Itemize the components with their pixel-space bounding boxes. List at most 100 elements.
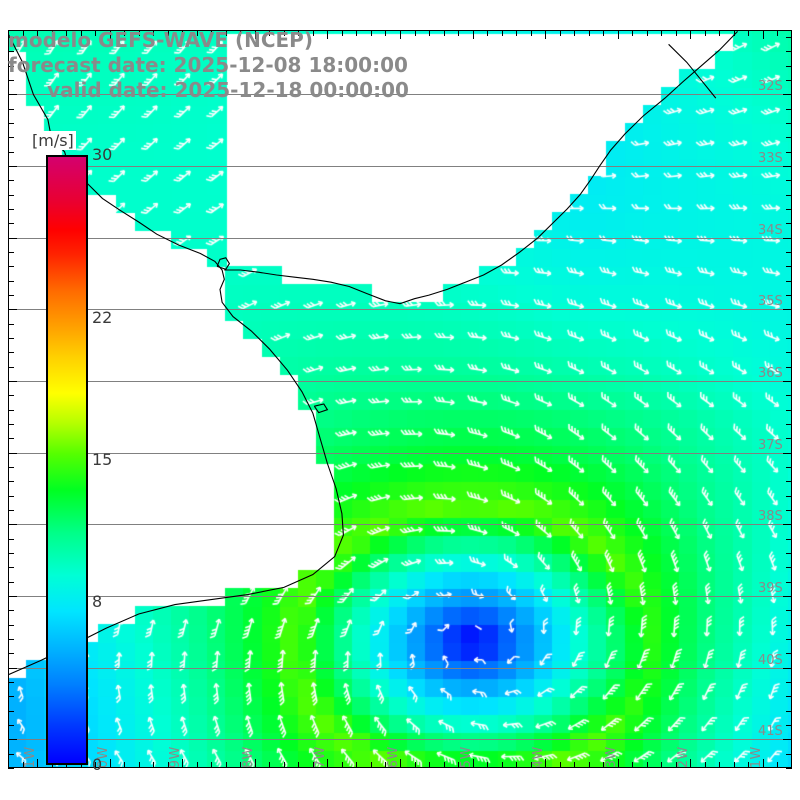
gridline-lat: [8, 452, 792, 454]
tick-bottom: [733, 762, 735, 768]
tick-left: [8, 151, 14, 153]
tick-left: [8, 510, 14, 512]
lon-label: 51W: [748, 746, 764, 768]
lat-label: 41S: [758, 724, 783, 740]
tick-right: [786, 80, 792, 82]
tick-bottom: [588, 762, 590, 768]
tick-right: [786, 252, 792, 254]
tick-right: [786, 768, 792, 769]
tick-top: [516, 30, 518, 36]
tick-right: [786, 108, 792, 110]
tick-top: [588, 30, 590, 36]
tick-left: [8, 223, 14, 225]
tick-left: [8, 409, 14, 411]
lon-label: 57W: [313, 746, 329, 768]
tick-top: [312, 30, 314, 36]
tick-right: [783, 381, 792, 383]
tick-bottom: [22, 762, 24, 768]
tick-top: [704, 30, 706, 36]
tick-right: [786, 682, 792, 684]
tick-top: [240, 30, 242, 36]
gridline-lat: [8, 94, 792, 96]
tick-bottom: [312, 762, 314, 768]
tick-bottom: [472, 759, 474, 768]
tick-left: [8, 37, 14, 39]
tick-top: [37, 30, 39, 39]
tick-top: [487, 30, 489, 36]
tick-bottom: [762, 759, 764, 768]
tick-top: [283, 30, 285, 36]
coastline: [8, 31, 738, 676]
tick-left: [8, 266, 14, 268]
tick-left: [8, 610, 14, 612]
tick-top: [632, 30, 634, 36]
tick-bottom: [748, 762, 750, 768]
coastline-path: [216, 257, 231, 270]
tick-top: [80, 30, 82, 36]
tick-left: [8, 452, 17, 454]
colorbar-tick-30: 30: [92, 145, 113, 164]
tick-right: [786, 753, 792, 755]
tick-left: [8, 567, 14, 569]
tick-right: [786, 137, 792, 139]
tick-left: [8, 739, 17, 741]
tick-top: [66, 30, 68, 36]
gridline-lat: [8, 237, 792, 239]
tick-bottom: [704, 762, 706, 768]
tick-left: [8, 94, 17, 96]
tick-top: [574, 30, 576, 36]
colorbar: [46, 155, 88, 765]
lon-label: 52W: [676, 746, 692, 768]
tick-right: [786, 295, 792, 297]
gridline-lat: [8, 524, 792, 526]
lat-label: 33S: [758, 151, 783, 167]
tick-bottom: [51, 762, 53, 768]
tick-right: [786, 395, 792, 397]
tick-bottom: [225, 762, 227, 768]
tick-right: [786, 51, 792, 53]
tick-right: [786, 409, 792, 411]
lon-label: 55W: [458, 746, 474, 768]
tick-left: [8, 467, 14, 469]
tick-bottom: [443, 762, 445, 768]
tick-top: [400, 30, 401, 39]
title-forecast: forecast date: 2025-12-08 18:00:00: [8, 53, 408, 77]
tick-left: [8, 682, 14, 684]
tick-top: [617, 30, 619, 39]
tick-left: [8, 653, 14, 655]
tick-right: [786, 581, 792, 583]
tick-bottom: [632, 762, 634, 768]
tick-right: [786, 223, 792, 225]
tick-left: [8, 338, 14, 340]
tick-left: [8, 194, 14, 196]
tick-top: [225, 30, 227, 36]
gridline-lat: [8, 667, 792, 669]
lat-label: 40S: [758, 652, 783, 668]
lat-label: 36S: [758, 366, 783, 382]
colorbar-tick-8: 8: [92, 592, 103, 612]
tick-top: [124, 30, 126, 36]
gridline-lat: [8, 596, 792, 598]
tick-bottom: [719, 762, 721, 768]
tick-right: [783, 166, 792, 168]
tick-bottom: [777, 762, 779, 768]
tick-left: [8, 65, 14, 67]
lat-label: 39S: [758, 581, 783, 597]
colorbar-tick-15: 15: [92, 450, 113, 469]
tick-right: [783, 667, 792, 669]
tick-left: [8, 667, 17, 669]
tick-left: [8, 309, 17, 311]
lat-label: 35S: [758, 294, 783, 310]
gridline-lat: [8, 309, 792, 311]
tick-right: [786, 710, 792, 712]
tick-left: [8, 166, 17, 168]
tick-right: [786, 323, 792, 325]
tick-right: [786, 495, 792, 497]
tick-right: [786, 151, 792, 153]
tick-bottom: [124, 762, 126, 768]
tick-bottom: [167, 762, 169, 768]
lon-label: 56W: [386, 746, 401, 768]
colorbar-gradient: [46, 155, 88, 765]
tick-right: [783, 739, 792, 741]
tick-bottom: [95, 762, 97, 768]
